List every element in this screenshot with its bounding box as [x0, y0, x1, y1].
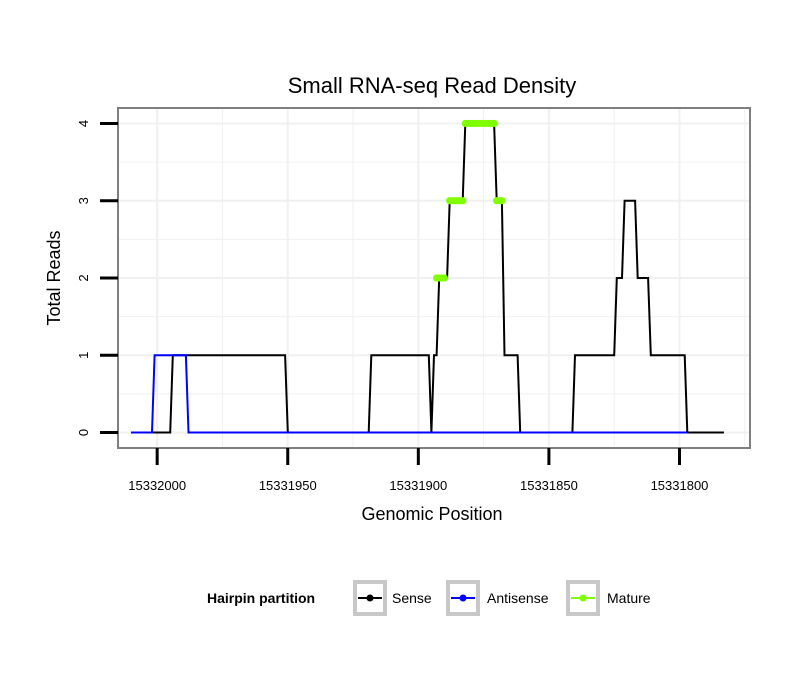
legend-key-dot-sense [366, 594, 374, 602]
y-axis-title: Total Reads [44, 230, 64, 325]
x-tick-label-3: 15331850 [520, 478, 578, 493]
x-tick-label-2: 15331900 [389, 478, 447, 493]
x-tick-label-4: 15331800 [651, 478, 709, 493]
y-tick-label-3: 3 [76, 197, 91, 204]
antisense-series-line [131, 354, 688, 434]
y-tick-label-0: 0 [76, 429, 91, 436]
legend-label-mature: Mature [607, 590, 651, 606]
series-layer [131, 119, 724, 434]
legend-title: Hairpin partition [207, 590, 315, 606]
y-tick-label-1: 1 [76, 352, 91, 359]
legend-label-antisense: Antisense [487, 590, 549, 606]
legend-label-sense: Sense [392, 590, 432, 606]
x-tick-label-1: 15331950 [259, 478, 317, 493]
mature-point-3 [440, 274, 449, 282]
y-axis: 0 1 2 3 4 [76, 120, 118, 436]
chart-title: Small RNA-seq Read Density [288, 73, 577, 98]
mature-point-21 [490, 119, 498, 128]
legend-key-dot-mature [579, 594, 587, 602]
y-tick-label-2: 2 [76, 274, 91, 281]
legend-key-dot-antisense [459, 594, 467, 602]
mature-point-9 [459, 197, 467, 205]
x-axis-title: Genomic Position [361, 504, 502, 524]
y-tick-label-4: 4 [76, 120, 91, 127]
mature-point-24 [498, 197, 506, 205]
x-tick-label-0: 15332000 [128, 478, 186, 493]
x-axis: 15332000 15331950 15331900 15331850 15331800 [128, 448, 708, 493]
legend: Hairpin partition Sense Antisense Mature [207, 580, 651, 616]
